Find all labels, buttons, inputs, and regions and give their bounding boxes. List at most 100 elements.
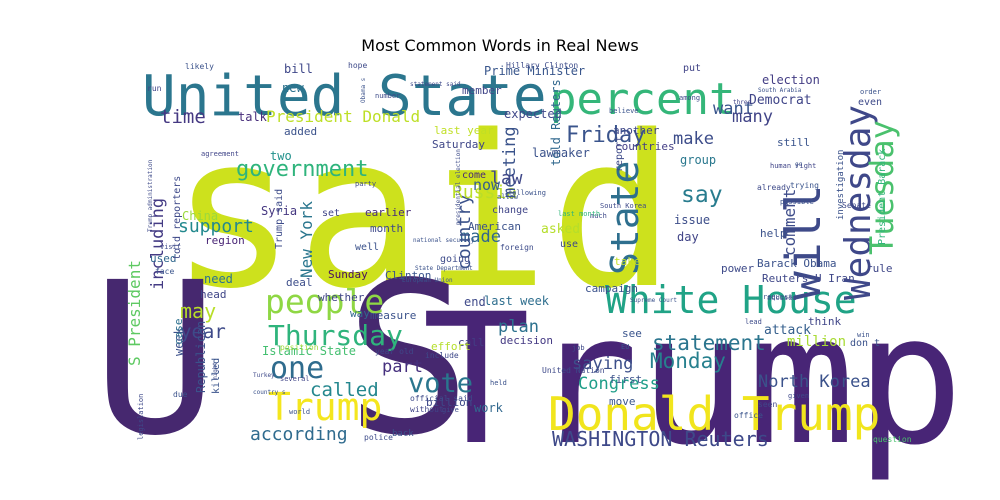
word-sunday: Sunday bbox=[328, 268, 368, 281]
word-saying: saying bbox=[572, 354, 633, 374]
word-supreme-court: Supreme Court bbox=[630, 297, 677, 304]
word-hillary-clinton: Hillary Clinton bbox=[506, 61, 578, 70]
word-state: State bbox=[603, 161, 647, 275]
word-washington-reuters: WASHINGTON Reuters bbox=[552, 427, 769, 451]
word-accused: accused bbox=[767, 294, 797, 302]
word-plan: plan bbox=[498, 317, 539, 337]
word-going: going bbox=[440, 254, 470, 265]
word-trump-administration: Trump administration bbox=[147, 159, 154, 232]
word-government: government bbox=[236, 157, 368, 182]
word-islamic-state: Islamic State bbox=[262, 344, 356, 358]
word-russia: Russia bbox=[452, 182, 517, 203]
word-make: make bbox=[673, 129, 714, 149]
word-possible: possible bbox=[780, 198, 814, 206]
word-call: call bbox=[458, 336, 485, 349]
word-end: end bbox=[464, 295, 486, 309]
word-without: without bbox=[410, 405, 444, 414]
word-don-t: don t bbox=[850, 338, 880, 349]
word-syria: Syria bbox=[261, 204, 297, 218]
word-statement: statement bbox=[652, 331, 766, 355]
word-take: take bbox=[614, 255, 641, 268]
word-among: among bbox=[679, 94, 700, 102]
word-election: election bbox=[762, 73, 820, 87]
word-back: back bbox=[392, 429, 414, 439]
word-two: two bbox=[270, 149, 292, 163]
word-number: number bbox=[375, 92, 400, 100]
word-set: set bbox=[322, 208, 340, 219]
word-country: country bbox=[454, 194, 475, 270]
word-added: added bbox=[284, 125, 317, 138]
word-campaign: campaign bbox=[585, 282, 638, 295]
word-face: face bbox=[155, 267, 174, 276]
word-new: new bbox=[282, 81, 304, 95]
word-still: still bbox=[777, 136, 810, 149]
word-talk: talk bbox=[238, 110, 268, 124]
word-visit: visit bbox=[160, 243, 181, 251]
word-human-right: human right bbox=[770, 162, 816, 170]
word-week: week bbox=[172, 326, 186, 356]
word-white-house: White House bbox=[605, 278, 857, 322]
word-made: made bbox=[460, 227, 501, 247]
word-obama-s: Obama s bbox=[360, 77, 367, 103]
word-statement-said: statement said bbox=[410, 81, 461, 88]
word-win: win bbox=[857, 331, 870, 339]
word-last-week: last week bbox=[484, 294, 550, 308]
word-work: work bbox=[474, 401, 504, 415]
word-well: well bbox=[355, 242, 379, 253]
word-decision: decision bbox=[500, 334, 553, 347]
word-united-state: United State bbox=[142, 64, 547, 129]
word-thursday: Thursday bbox=[268, 319, 403, 352]
word-saturday: Saturday bbox=[432, 138, 485, 151]
word-s-president: S President bbox=[125, 260, 144, 366]
word-case: case bbox=[172, 319, 185, 346]
word-month: month bbox=[370, 222, 403, 235]
word-support: support bbox=[178, 216, 254, 237]
word-democrat: Democrat bbox=[749, 93, 812, 108]
word-order: order bbox=[860, 88, 881, 96]
word-meeting: meeting bbox=[500, 126, 520, 198]
word-go: go bbox=[795, 161, 803, 168]
word-hope: hope bbox=[348, 61, 367, 70]
word-given: given bbox=[788, 392, 809, 400]
word-told-reporters: told reporters bbox=[172, 176, 183, 260]
word-wednesday: Wednesday bbox=[838, 105, 879, 300]
word-people: people bbox=[265, 282, 384, 321]
word-want: want bbox=[713, 99, 754, 119]
word-office: office bbox=[734, 411, 763, 420]
word-part: part bbox=[382, 357, 423, 377]
word-trump: Trump bbox=[268, 385, 382, 429]
word-according: according bbox=[250, 424, 348, 445]
word-trump-s: Trump s bbox=[422, 276, 1000, 485]
word-south-arabia: South Arabia bbox=[758, 87, 802, 94]
word-report: report bbox=[614, 136, 625, 172]
word-day: day bbox=[677, 230, 699, 244]
word-measure: measure bbox=[370, 309, 416, 322]
word-believe: believe bbox=[609, 107, 639, 115]
word-foreign: foreign bbox=[500, 243, 534, 252]
word-last-year: last year bbox=[434, 124, 494, 137]
word-tuesday: Tuesday bbox=[863, 120, 901, 255]
word-say: say bbox=[681, 182, 723, 208]
word-billion: billion bbox=[426, 396, 472, 409]
word-asked: asked bbox=[541, 222, 580, 237]
word-called: called bbox=[310, 379, 379, 401]
word-world: world bbox=[289, 408, 310, 416]
word-deal: deal bbox=[286, 276, 313, 289]
word-national-security: national security bbox=[413, 237, 475, 244]
word-question: question bbox=[873, 435, 912, 444]
word-told-reuters: told Reuters bbox=[549, 79, 563, 166]
word-u-s: U S bbox=[92, 237, 471, 482]
word-republican: Republican bbox=[194, 321, 208, 393]
word-even: even bbox=[858, 97, 882, 108]
word-issue: issue bbox=[674, 213, 710, 227]
word-whether: whether bbox=[318, 291, 365, 304]
word-last-month: last month bbox=[558, 210, 600, 218]
word-party: party bbox=[355, 180, 376, 188]
word-congress: Congress bbox=[578, 374, 660, 394]
word-legislation: legislation bbox=[137, 394, 145, 440]
word-first: first bbox=[609, 373, 642, 386]
word-three: three bbox=[733, 99, 751, 106]
word-time: time bbox=[160, 106, 206, 128]
